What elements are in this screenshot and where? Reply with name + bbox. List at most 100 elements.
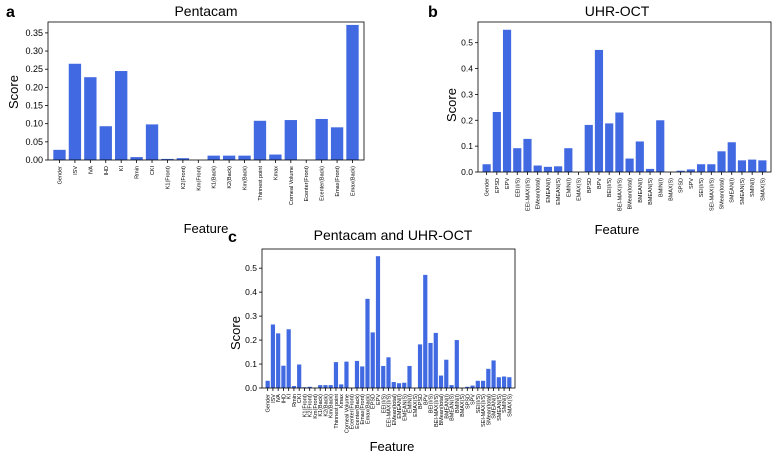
x-tick-label: EMEAN(S) — [402, 394, 408, 421]
bar-epsd — [492, 112, 501, 172]
bar-eei-i-s — [381, 365, 386, 388]
bar-smean-i — [491, 360, 496, 388]
bar-epsd — [370, 332, 375, 388]
bar-emax-front — [330, 127, 344, 160]
bar-bmin-i — [656, 120, 665, 172]
x-tick-label: Rmin — [135, 166, 141, 179]
axes-frame — [477, 21, 772, 173]
y-tick-label: 0.3 — [461, 89, 473, 99]
x-tick-label: IVA — [276, 394, 282, 403]
bar-sei-max-i-s — [707, 164, 716, 172]
bar-km-back — [238, 155, 251, 160]
x-tick-label: EMean(total) — [536, 178, 542, 210]
x-tick-label: SEI-MAX(I/S) — [709, 178, 715, 211]
bar-bpsd — [417, 344, 423, 388]
x-tick-label: K2(Front) — [181, 166, 187, 189]
x-tick-label: EPV — [505, 178, 511, 189]
x-tick-label: Ecenter(Front) — [350, 394, 356, 430]
x-tick-label: EEI-MAX(I/S) — [387, 394, 393, 427]
x-tick-label: KI — [119, 166, 125, 172]
bar-k2-back — [323, 385, 328, 388]
x-tick-label: BMAX(S) — [668, 178, 674, 201]
x-tick-label: BPV — [423, 394, 429, 405]
bar-rmin — [291, 386, 297, 388]
y-tick-label: 0.20 — [25, 82, 43, 92]
panel-c-xlabel: Feature — [370, 439, 415, 454]
bar-iva — [276, 333, 281, 388]
bar-km-back — [328, 385, 333, 388]
x-tick-label: K1(Front) — [165, 166, 171, 189]
bar-corneal-volume — [344, 361, 349, 388]
bar-emean-total — [533, 165, 542, 172]
x-tick-label: Ecenter(Front) — [304, 166, 310, 202]
x-tick-label: Kmax — [339, 394, 345, 408]
y-tick-label: 0.1 — [245, 359, 257, 369]
x-tick-label: BPSD — [418, 394, 424, 409]
x-tick-label: Ecenter(Back) — [355, 394, 361, 429]
x-tick-label: Gender — [58, 166, 64, 185]
bar-smax-s — [758, 160, 767, 172]
bar-bmin-i — [454, 340, 459, 388]
bar-spsd — [465, 386, 470, 388]
panel-a-title: Pentacam — [174, 3, 237, 19]
bar-isv — [68, 63, 82, 161]
x-tick-label: SEI-MAX(I/S) — [481, 394, 487, 427]
x-tick-label: Km(Front) — [313, 394, 319, 419]
bar-kmax — [339, 384, 344, 388]
x-tick-label: EMEAN(I) — [546, 178, 552, 203]
bar-k2-front — [176, 158, 190, 160]
x-tick-label: SMEAN(S) — [497, 394, 503, 421]
x-tick-label: EEI-MAX(I/S) — [525, 178, 531, 211]
bar-smax-s — [507, 377, 512, 388]
x-tick-label: Corneal Volume — [344, 394, 350, 433]
bar-gender — [265, 380, 270, 388]
bar-bpv — [594, 49, 604, 172]
x-tick-label: Emax(Front) — [360, 394, 366, 425]
panel-b-title: UHR-OCT — [585, 3, 650, 19]
panel-a-letter: a — [6, 4, 15, 21]
bar-k1-back — [207, 155, 220, 160]
x-tick-label: K1(Front) — [302, 394, 308, 417]
bar-ecenter-back — [315, 118, 328, 160]
bar-isv — [270, 324, 276, 388]
x-tick-label: BMEAN(S) — [450, 394, 456, 421]
x-tick-label: K1(Back) — [212, 166, 218, 189]
x-tick-label: CKI — [297, 394, 303, 404]
x-tick-label: SMEAN(I) — [492, 394, 498, 419]
bar-sei-i-s — [475, 380, 480, 388]
y-tick-label: 0.4 — [461, 64, 473, 74]
panel-c-ylabel: Score — [228, 316, 243, 350]
x-tick-label: CKI — [150, 166, 156, 176]
x-tick-label: SMean(total) — [486, 394, 492, 426]
x-tick-label: EPSD — [495, 178, 501, 193]
bar-bei-max-i-s — [433, 332, 438, 388]
x-tick-label: IHD — [104, 166, 110, 176]
y-tick-label: 0.0 — [245, 383, 257, 393]
y-tick-label: 0.0 — [461, 167, 473, 177]
x-tick-label: BEI-MAX(I/S) — [434, 394, 440, 427]
y-tick-label: 0.35 — [25, 28, 43, 38]
bar-sei-i-s — [697, 164, 706, 172]
y-tick-label: 0.10 — [25, 119, 43, 129]
bar-emax-back — [346, 24, 359, 160]
panel-a-plot: 0.00 0.05 0.10 0.15 0.20 0.25 0.30 0.35 Gender IS… — [25, 21, 365, 205]
x-tick-label: SMEAN(S) — [740, 178, 746, 205]
y-tick-label: 0.2 — [245, 335, 257, 345]
panel-a-ylabel: Score — [6, 75, 21, 109]
bar-gender — [482, 164, 491, 172]
bar-thinnest-point — [333, 362, 339, 388]
x-tick-label: Emax(Front) — [335, 166, 341, 197]
bar-emean-s — [554, 166, 563, 172]
bar-smean-total — [717, 151, 726, 172]
x-tick-label: SPV — [471, 394, 477, 405]
x-tick-label: EPSD — [371, 394, 377, 409]
bar-epv — [375, 256, 381, 388]
x-tick-label: SMIN(I) — [750, 178, 756, 197]
x-tick-label: SEI(I/S) — [476, 394, 482, 413]
x-tick-label: Kmax — [273, 166, 279, 180]
x-tick-label: BEI-MAX(I/S) — [617, 178, 623, 211]
x-tick-label: Thinnest point — [334, 394, 340, 429]
bar-emean-i — [396, 383, 402, 388]
